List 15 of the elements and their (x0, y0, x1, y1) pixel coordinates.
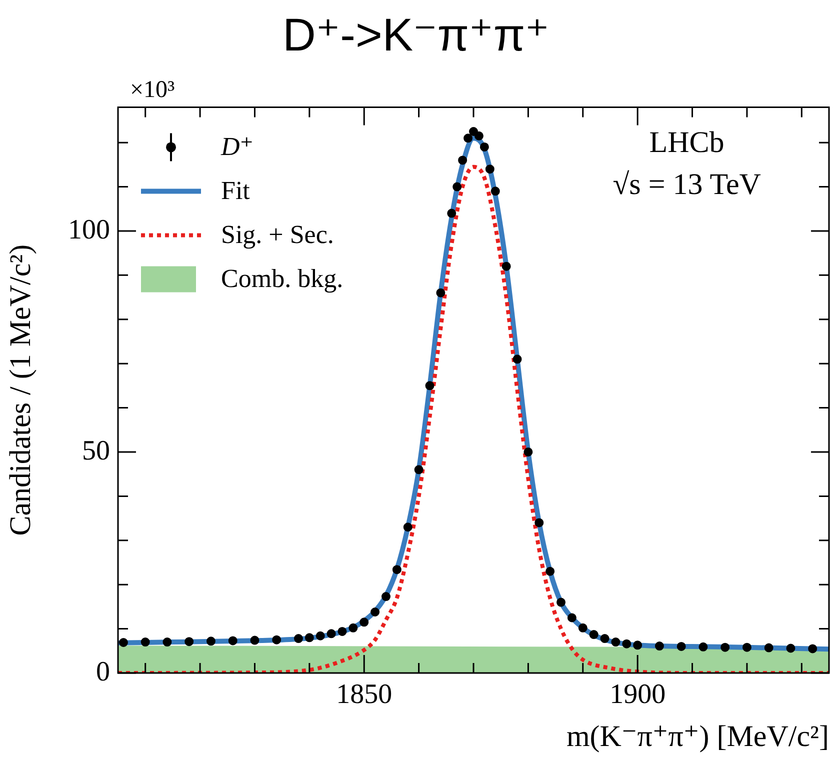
x-tick-label: 1900 (610, 679, 666, 710)
legend-label: Fit (221, 176, 251, 206)
legend-label: D⁺ (220, 132, 254, 162)
x-tick-label: 1850 (336, 679, 392, 710)
chart-title: D⁺->K⁻π⁺π⁺ (282, 8, 550, 60)
annotation: √s = 13 TeV (612, 168, 762, 202)
y-tick-label: 0 (96, 656, 110, 688)
y-tick-label: 50 (82, 435, 110, 466)
text: ×10³ (130, 77, 175, 104)
legend-label: Comb. bkg. (221, 264, 344, 294)
x-axis-title: m(K⁻π⁺π⁺) [MeV/c²] (566, 720, 829, 753)
y-tick-label: 100 (68, 214, 110, 246)
y-axis-title: Candidates / (1 MeV/c²) (4, 244, 37, 536)
annotation: LHCb (649, 126, 724, 160)
legend-label: Sig. + Sec. (221, 220, 334, 250)
